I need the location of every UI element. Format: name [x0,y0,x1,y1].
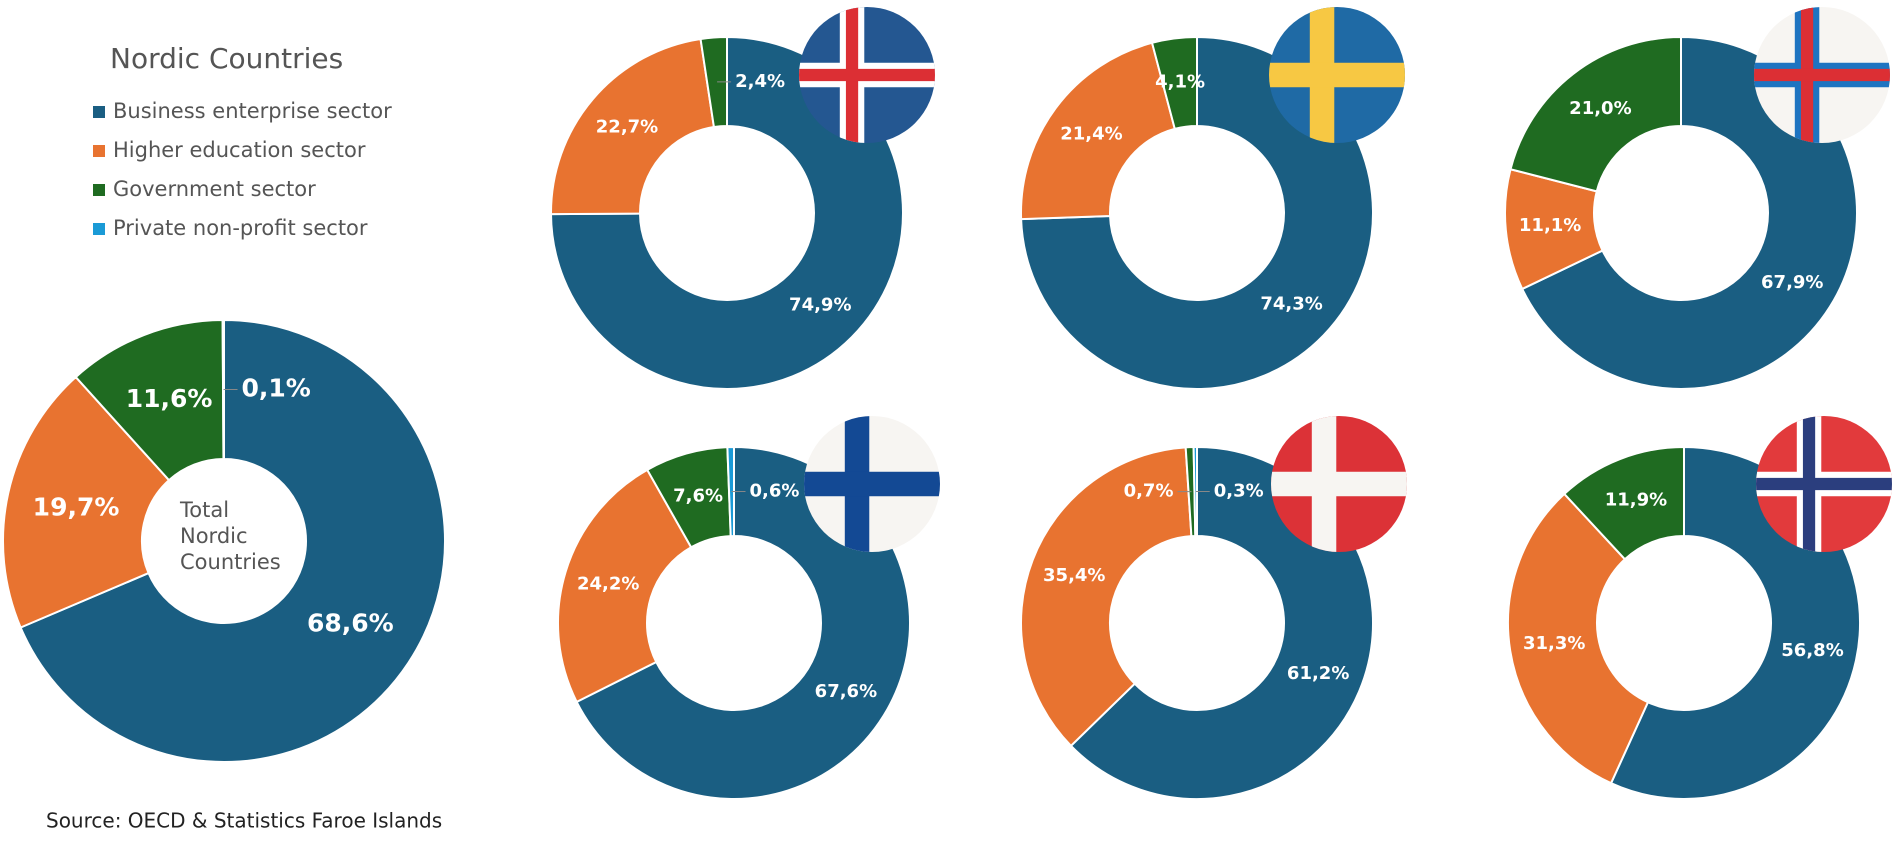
flag [1271,416,1407,552]
slice [1020,446,1193,748]
slice [1507,492,1650,785]
slice [1509,35,1682,193]
legend-title: Nordic Countries [110,42,343,75]
data-label: 31,3% [1523,633,1585,654]
data-label: 0,6% [750,481,800,502]
slice [2,375,171,629]
flag-cross [1754,68,1890,82]
slice [1562,445,1685,561]
flag [804,416,940,552]
data-label: 7,6% [673,485,723,506]
data-label: 24,2% [577,574,639,595]
flag-cross [1756,477,1892,491]
slice [74,318,225,482]
data-label: 35,4% [1043,565,1105,586]
data-label: 21,4% [1060,124,1122,145]
flag-cross [804,471,940,497]
data-label: 0,1% [242,374,311,403]
data-label: 21,0% [1569,98,1631,119]
data-label: 11,9% [1605,490,1667,511]
legend-label: Business enterprise sector [113,99,392,123]
legend-swatch [93,223,105,235]
slice [550,37,716,216]
center-label: Total Nordic Countries [180,498,281,574]
data-label: 67,6% [815,681,877,702]
legend-swatch [93,106,105,118]
data-label: 74,9% [789,295,851,316]
flag [799,7,935,143]
data-label: 11,6% [126,384,213,413]
flag [1756,416,1892,552]
legend-swatch [93,184,105,196]
slice [221,318,225,461]
slice [1020,35,1374,390]
data-label: 68,6% [307,609,394,638]
data-label: 11,1% [1519,215,1581,236]
slice [575,445,911,800]
slice [19,318,446,763]
flag [1269,7,1405,143]
slice [1192,445,1198,538]
slice [549,35,904,390]
data-label: 56,8% [1781,640,1843,661]
slice [1020,41,1177,221]
legend-label: Higher education sector [113,138,366,162]
data-label: 19,7% [33,492,120,521]
slice [699,35,728,129]
slice [1150,35,1198,131]
data-label: 74,3% [1260,293,1322,314]
data-label: 61,2% [1287,663,1349,684]
data-label: 67,9% [1761,272,1823,293]
flag-cross [1271,471,1407,497]
data-label: 22,7% [596,117,658,138]
data-label: 0,3% [1214,481,1264,502]
flag-cross [1269,62,1405,88]
legend-swatch [93,145,105,157]
flag-cross [799,68,935,82]
data-label: 0,7% [1124,481,1174,502]
data-label: 2,4% [735,71,785,92]
source: Source: OECD & Statistics Faroe Islands [46,809,442,833]
slice [1520,35,1858,390]
legend-label: Government sector [113,177,316,201]
slice [557,468,693,704]
flag [1754,7,1890,143]
slice [726,445,735,538]
data-label: 4,1% [1155,72,1205,93]
legend-label: Private non-profit sector [113,216,368,240]
